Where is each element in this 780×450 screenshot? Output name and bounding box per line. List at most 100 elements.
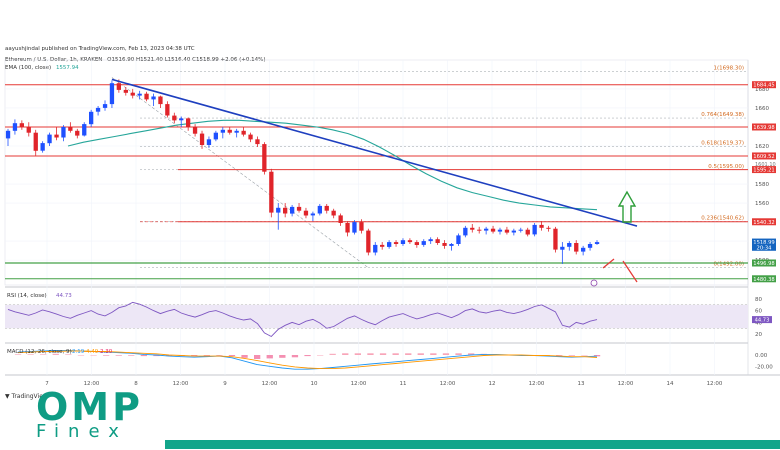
macd-signal-line	[17, 350, 598, 370]
bearish-candle	[366, 230, 371, 253]
macd-histogram-bar	[367, 353, 374, 355]
projection-arrows	[590, 190, 638, 287]
bullish-candle	[560, 246, 565, 250]
macd-histogram-bar	[455, 353, 462, 355]
macd-histogram-bar	[329, 353, 336, 355]
bullish-candle	[421, 241, 426, 245]
macd-histogram-bar	[115, 355, 122, 356]
indicator-labels: RSI (14, close) 44.73 MACD (12, 26, close,…	[7, 293, 113, 355]
bearish-candle	[380, 244, 385, 247]
bearish-candle	[539, 224, 544, 228]
bearish-candle	[525, 229, 530, 235]
bullish-candle	[47, 134, 52, 144]
rsi-line-path	[7, 301, 598, 338]
macd-tick-label: 0.00	[755, 353, 768, 359]
bullish-candle	[5, 130, 11, 139]
macd-histogram-bar	[417, 353, 424, 355]
price-tag-label: 1595.21	[753, 168, 774, 174]
macd-histogram-bar	[279, 355, 286, 358]
bullish-candle	[387, 242, 392, 247]
time-tick-label: 7	[45, 381, 49, 387]
bearish-candle	[19, 123, 24, 127]
price-tag-label: 20:34	[757, 245, 773, 251]
bullish-candle	[587, 244, 593, 248]
bullish-candle	[317, 205, 322, 214]
macd-histogram-bar	[27, 354, 34, 355]
macd-tick-label: -20.00	[755, 364, 773, 370]
time-tick-label: 14	[667, 381, 674, 387]
macd-histogram-bar	[254, 355, 261, 359]
rsi-value-tag	[752, 316, 772, 324]
bearish-candle	[68, 127, 73, 131]
macd-histogram-bar	[153, 355, 160, 357]
time-tick-label: 12:00	[84, 381, 100, 387]
ema-value: 1557.94	[55, 65, 79, 71]
bullish-candle	[428, 239, 433, 242]
macd-lines	[14, 349, 601, 370]
macd-histogram-bar	[103, 355, 110, 356]
projection-up-stroke	[602, 258, 615, 269]
bearish-candle	[192, 127, 198, 134]
bearish-candle	[303, 210, 309, 216]
price-tick-label: 1601.10	[755, 162, 776, 168]
fib-level-label: 0.764(1649.38)	[701, 112, 744, 118]
macd-histogram-bar	[52, 353, 59, 355]
rsi-tick-label: 20	[755, 332, 762, 338]
macd-histogram-bar	[77, 355, 85, 356]
fib-level-label: 0.618(1619.37)	[701, 141, 744, 147]
candles	[5, 79, 600, 264]
bearish-candle	[414, 242, 419, 245]
time-tick-label: 11	[400, 381, 407, 387]
bullish-candle	[456, 235, 461, 244]
bearish-candle	[345, 223, 350, 233]
price-tick-label: 1680	[755, 87, 769, 93]
bearish-candle	[269, 171, 274, 213]
bearish-candle	[296, 206, 302, 211]
macd-value-label: -4.49	[84, 349, 99, 355]
price-tags: 1684.45 1639.98 1609.52 1595.21 1540.32 1518.…	[752, 81, 776, 324]
bearish-candle	[144, 93, 149, 100]
bearish-candle	[490, 228, 496, 232]
bullish-candle	[82, 124, 87, 136]
bearish-candle	[504, 229, 510, 233]
bullish-candle	[449, 244, 454, 246]
bullish-candle	[102, 104, 108, 108]
bearish-candle	[546, 227, 551, 229]
price-tag	[752, 123, 776, 131]
bullish-candle	[179, 118, 184, 121]
macd-histogram-bar	[342, 353, 349, 355]
rsi-value-tag-label: 44.73	[755, 318, 770, 324]
bullish-candle	[95, 107, 101, 112]
macd-histogram-bar	[354, 353, 361, 355]
event-marker-icon	[590, 279, 598, 287]
bearish-candle	[54, 134, 59, 138]
bearish-candle	[262, 144, 267, 172]
green-up-arrow	[617, 190, 637, 223]
macd-histogram-bar	[203, 355, 210, 356]
macd-histogram-bar	[90, 355, 97, 356]
tradingview-icon: ▼	[5, 393, 10, 400]
trendline[interactable]	[111, 78, 638, 227]
footer-accent-bar	[165, 440, 780, 449]
time-tick-label: 12:00	[262, 381, 278, 387]
bearish-candle	[123, 89, 128, 93]
price-tag-label: 1540.32	[753, 220, 774, 226]
price-tag-label: 1609.52	[753, 154, 774, 160]
bearish-trendline	[111, 78, 638, 227]
bearish-candle	[324, 205, 329, 211]
omp-logo-text: OMP	[36, 385, 143, 429]
finex-logo-text: Finex	[36, 421, 128, 442]
tradingview-text: TradingView	[11, 393, 48, 400]
ema-label: EMA (100, close)	[5, 65, 52, 71]
bearish-candle	[199, 133, 205, 145]
bearish-candle	[407, 240, 413, 243]
price-tag-label: 1639.98	[753, 125, 774, 131]
rsi-tick-label: 80	[755, 297, 762, 303]
time-tick-label: 9	[223, 381, 227, 387]
macd-histogram-bar	[191, 355, 198, 357]
bearish-candle	[393, 242, 399, 244]
price-tick-label: 1580	[755, 182, 769, 188]
bullish-candle	[581, 247, 586, 252]
macd-histogram-bar	[593, 355, 601, 357]
